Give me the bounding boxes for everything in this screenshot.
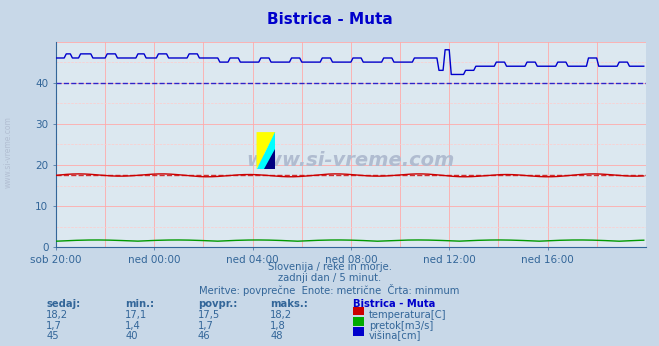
Text: www.si-vreme.com: www.si-vreme.com — [4, 116, 13, 188]
Text: 18,2: 18,2 — [270, 310, 293, 320]
Text: 1,4: 1,4 — [125, 321, 141, 331]
Polygon shape — [256, 132, 275, 169]
Text: sedaj:: sedaj: — [46, 299, 80, 309]
Text: www.si-vreme.com: www.si-vreme.com — [246, 152, 455, 171]
Text: Meritve: povprečne  Enote: metrične  Črta: minmum: Meritve: povprečne Enote: metrične Črta:… — [199, 284, 460, 297]
Text: 18,2: 18,2 — [46, 310, 69, 320]
Text: Bistrica - Muta: Bistrica - Muta — [353, 299, 435, 309]
Text: zadnji dan / 5 minut.: zadnji dan / 5 minut. — [278, 273, 381, 283]
Text: Slovenija / reke in morje.: Slovenija / reke in morje. — [268, 262, 391, 272]
Text: Bistrica - Muta: Bistrica - Muta — [267, 12, 392, 27]
Text: 1,7: 1,7 — [198, 321, 214, 331]
Text: 1,7: 1,7 — [46, 321, 62, 331]
Text: 17,1: 17,1 — [125, 310, 148, 320]
Polygon shape — [256, 132, 275, 169]
Text: 45: 45 — [46, 331, 59, 341]
Text: pretok[m3/s]: pretok[m3/s] — [369, 321, 433, 331]
Text: 46: 46 — [198, 331, 210, 341]
Text: 40: 40 — [125, 331, 138, 341]
Text: višina[cm]: višina[cm] — [369, 331, 421, 342]
Text: 48: 48 — [270, 331, 283, 341]
Text: maks.:: maks.: — [270, 299, 308, 309]
Text: min.:: min.: — [125, 299, 154, 309]
Text: povpr.:: povpr.: — [198, 299, 237, 309]
Polygon shape — [264, 149, 275, 169]
Text: 1,8: 1,8 — [270, 321, 286, 331]
Text: 17,5: 17,5 — [198, 310, 220, 320]
Text: temperatura[C]: temperatura[C] — [369, 310, 447, 320]
